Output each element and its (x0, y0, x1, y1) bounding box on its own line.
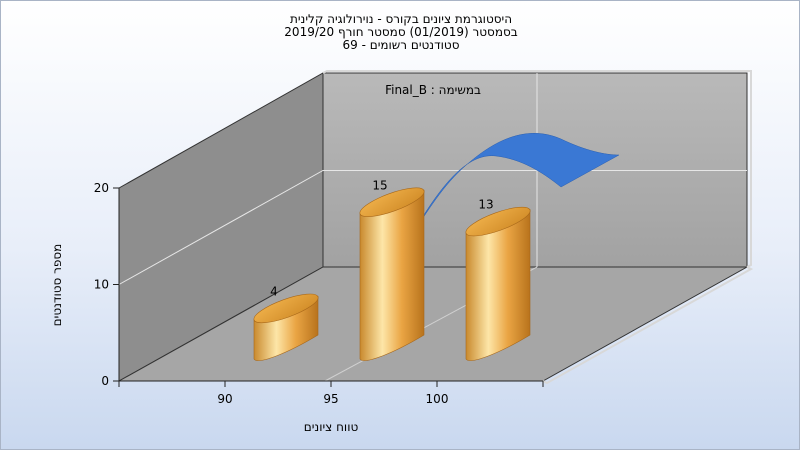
y-tick-label-20: 20 (94, 181, 109, 195)
x-tick-label-95: 95 (323, 392, 338, 406)
bars-group: 4 15 13 (253, 178, 531, 361)
bar-cap (253, 293, 319, 324)
title-line-2: בסמסטר (01/2019) סמסטר חורף 2019/20 (284, 25, 518, 39)
title-line-1: היסטוגרמת ציונים בקורס - נוירולוגיה קלינ… (289, 12, 513, 26)
bar-100: 13 (465, 198, 531, 361)
frame-edge-top (322, 70, 752, 268)
grid-line-10 (118, 170, 747, 285)
title-line-3: סטודנטים רשומים - 69 (342, 38, 460, 52)
y-axis-ticks: 0 10 20 (94, 181, 119, 388)
bar-90: 4 (253, 284, 319, 361)
bar-cap (359, 187, 425, 217)
y-tick-label-0: 0 (101, 374, 109, 388)
bar-value-label: 13 (478, 198, 493, 212)
y-tick-label-10: 10 (94, 278, 109, 292)
x-axis-ticks: 90 95 100 (118, 381, 544, 406)
bar-value-label: 4 (270, 284, 278, 298)
x-tick-label-90: 90 (217, 392, 232, 406)
bar-95: 15 (359, 178, 425, 361)
bar-cap (465, 206, 531, 237)
x-axis-label: טווח ציונים (304, 420, 359, 434)
chart-title: היסטוגרמת ציונים בקורס - נוירולוגיה קלינ… (201, 13, 601, 52)
legend-text: במשימה : Final_B (385, 83, 481, 97)
frame-edge-right (542, 266, 754, 385)
x-tick-label-100: 100 (426, 392, 449, 406)
distribution-curve (412, 133, 620, 234)
y-axis-label: מספר סטודנטים (50, 244, 64, 327)
bar-value-label: 15 (372, 178, 387, 192)
